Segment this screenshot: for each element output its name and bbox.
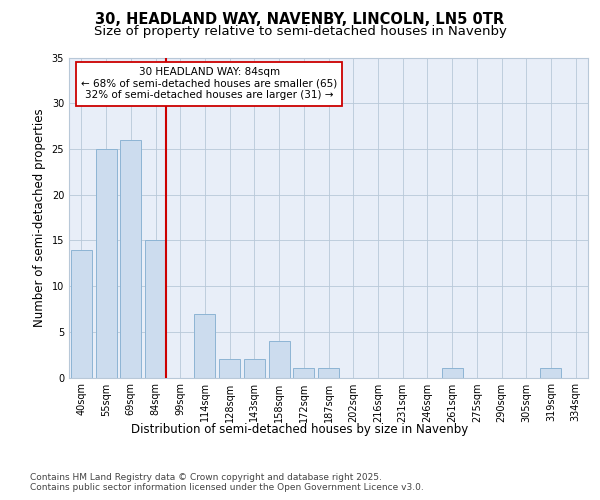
Bar xyxy=(318,368,339,378)
Bar xyxy=(541,368,562,378)
Text: Size of property relative to semi-detached houses in Navenby: Size of property relative to semi-detach… xyxy=(94,25,506,38)
Bar xyxy=(219,359,240,378)
Bar xyxy=(71,250,92,378)
Bar xyxy=(293,368,314,378)
Bar xyxy=(194,314,215,378)
Bar xyxy=(269,341,290,378)
Bar xyxy=(95,149,116,378)
Y-axis label: Number of semi-detached properties: Number of semi-detached properties xyxy=(33,108,46,327)
Text: Contains HM Land Registry data © Crown copyright and database right 2025.
Contai: Contains HM Land Registry data © Crown c… xyxy=(30,472,424,492)
Bar xyxy=(120,140,141,378)
Bar xyxy=(244,359,265,378)
Bar xyxy=(145,240,166,378)
Bar xyxy=(442,368,463,378)
Text: 30, HEADLAND WAY, NAVENBY, LINCOLN, LN5 0TR: 30, HEADLAND WAY, NAVENBY, LINCOLN, LN5 … xyxy=(95,12,505,28)
Text: Distribution of semi-detached houses by size in Navenby: Distribution of semi-detached houses by … xyxy=(131,422,469,436)
Text: 30 HEADLAND WAY: 84sqm
← 68% of semi-detached houses are smaller (65)
32% of sem: 30 HEADLAND WAY: 84sqm ← 68% of semi-det… xyxy=(81,67,337,100)
